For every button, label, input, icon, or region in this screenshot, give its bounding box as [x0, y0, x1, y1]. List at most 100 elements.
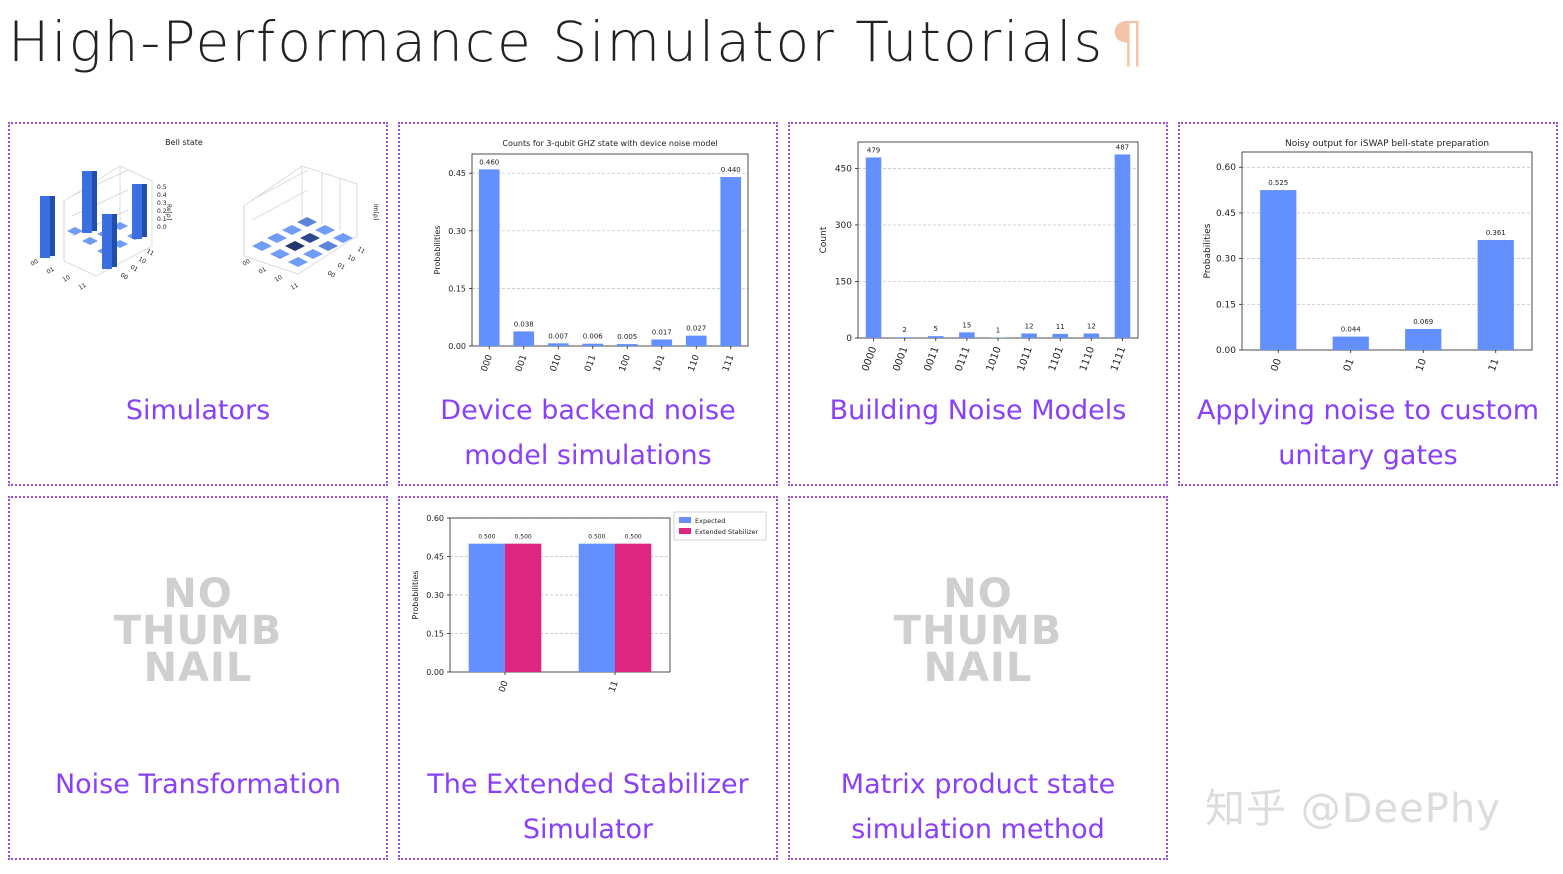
card-title[interactable]: Building Noise Models	[829, 395, 1127, 426]
x-tick-label: 11	[1487, 357, 1502, 373]
card-title[interactable]: Applying noise to custom unitary gates	[1196, 395, 1540, 471]
bar-value-label: 5	[934, 325, 938, 333]
bar-value-label: 479	[867, 146, 880, 154]
bar-value-label: 0.017	[652, 328, 672, 336]
x-tick-label: 010	[549, 353, 564, 373]
bar	[959, 332, 975, 338]
legend-box	[673, 511, 767, 541]
thumbnail-chart-3: 0.00 0.15 0.30 0.45 0.60 Probabilities 0.500 0.…	[402, 500, 774, 750]
svg-text:Re[ρ]: Re[ρ]	[165, 204, 172, 220]
bell-left-ticks: 0.5 0.4 0.3 0.2 0.1 0.0 Re[ρ]	[157, 184, 172, 231]
bar	[1114, 154, 1131, 338]
bell-left-bars	[40, 171, 147, 269]
card-device-backend-noise[interactable]: 0.00 0.15 0.30 0.45 Probabilities Counts for …	[398, 122, 778, 486]
y-tick-label: 0.45	[426, 553, 444, 562]
y-axis-label: Count	[819, 226, 829, 253]
svg-text:0.3: 0.3	[157, 200, 167, 207]
bar-value-label: 0.500	[588, 534, 605, 541]
card-noise-transformation[interactable]: NO THUMB NAIL Noise Transformation	[8, 496, 388, 860]
bell-right-floor	[252, 217, 353, 267]
y-tick-label: 0.30	[1216, 255, 1236, 265]
svg-text:0.0: 0.0	[157, 224, 167, 231]
x-tick-label: 1101	[1047, 345, 1066, 373]
card-applying-noise-custom-gates[interactable]: 0.00 0.15 0.30 0.45 0.60 Probabilities Noisy o…	[1178, 122, 1558, 486]
x-tick-label: 111	[721, 354, 736, 374]
x-tick-label: 0011	[923, 345, 942, 373]
x-tick-label: 011	[583, 354, 598, 374]
x-tick-label: 1110	[1078, 345, 1097, 373]
y-axis-label: Probabilities	[411, 571, 420, 620]
legend-label: Extended Stabilizer	[695, 528, 759, 536]
x-tick-label: 0111	[954, 345, 973, 373]
y-axis-label: Probabilities	[433, 226, 442, 275]
svg-text:00: 00	[242, 258, 252, 268]
card-matrix-product-state[interactable]: NO THUMB NAIL Matrix product state simul…	[788, 496, 1168, 860]
bar	[513, 331, 535, 346]
svg-text:0.4: 0.4	[157, 192, 167, 199]
page-title-text: High-Performance Simulator Tutorials	[8, 10, 1105, 74]
x-tick-label: 10	[1414, 357, 1429, 373]
bar-value-label: 0.027	[686, 325, 706, 333]
bar-value-label: 0.500	[478, 534, 495, 541]
y-tick-label: 150	[835, 277, 852, 287]
svg-text:11: 11	[145, 248, 155, 258]
y-tick-label: 0.00	[1216, 346, 1236, 356]
x-tick-label: 100	[618, 353, 633, 373]
card-title[interactable]: Noise Transformation	[54, 769, 342, 800]
legend-swatch	[679, 528, 691, 534]
x-tick-label: 1011	[1016, 345, 1035, 373]
y-tick-label: 0.15	[1216, 300, 1236, 310]
y-tick-label: 300	[835, 221, 852, 231]
bar	[1332, 336, 1369, 350]
bar-value-label: 1	[996, 327, 1000, 335]
x-tick-label: 00	[498, 679, 511, 693]
card-extended-stabilizer[interactable]: 0.00 0.15 0.30 0.45 0.60 Probabilities 0.500 0.…	[398, 496, 778, 860]
card-title[interactable]: Device backend noise model simulations	[440, 395, 736, 471]
card-title[interactable]: Matrix product state simulation method	[840, 769, 1116, 845]
card-simulators[interactable]: Bell state 0.5 0.4	[8, 122, 388, 486]
svg-text:10: 10	[62, 274, 72, 284]
chart-title: Noisy output for iSWAP bell-state prepar…	[1285, 139, 1489, 149]
bar	[582, 343, 604, 346]
y-tick-label: 0	[846, 334, 852, 344]
card-building-noise-models[interactable]: 0 150 300 450 Count 479 0000 2 0001 5 0011 15 0111 1 1…	[788, 122, 1168, 486]
bell-right-labels: Im[ρ] 00 01 10 11 00 01 10 11	[242, 204, 380, 292]
x-tick-label: 0001	[891, 345, 910, 373]
x-tick-label: 000	[480, 353, 495, 373]
chart-title: Counts for 3-qubit GHZ state with device…	[502, 139, 717, 148]
bar-value-label: 0.044	[1341, 326, 1362, 334]
legend-label: Expected	[695, 517, 725, 525]
svg-text:11: 11	[356, 246, 366, 256]
x-tick-label: 101	[652, 354, 667, 374]
bar	[616, 344, 638, 346]
bar-value-label: 0.069	[1413, 318, 1433, 326]
card-title[interactable]: The Extended Stabilizer Simulator	[427, 769, 749, 845]
watermark: 知乎 @DeePhy	[1205, 786, 1501, 832]
svg-text:00: 00	[326, 270, 336, 280]
bar-value-label: 12	[1025, 322, 1034, 330]
y-tick-label: 0.15	[448, 284, 466, 293]
bar-value-label: 0.500	[515, 534, 532, 541]
bar-value-label: 0.460	[479, 158, 499, 166]
bar-value-label: 2	[902, 326, 906, 334]
bell-right-plot	[243, 165, 358, 275]
thumbnail-chart-2: 0.00 0.15 0.30 0.45 0.60 Probabilities Noisy o…	[1182, 126, 1554, 376]
svg-text:0.5: 0.5	[157, 184, 167, 191]
thumbnail-chart-0: 0.00 0.15 0.30 0.45 Probabilities Counts for …	[402, 126, 774, 376]
plot-frame	[857, 141, 1139, 339]
bar	[720, 177, 742, 346]
x-tick-label: 01	[1342, 357, 1357, 373]
bar-value-label: 0.007	[548, 332, 568, 340]
bar	[865, 157, 882, 338]
svg-text:11: 11	[290, 282, 300, 292]
bar	[685, 335, 707, 346]
svg-text:0.2: 0.2	[157, 208, 167, 215]
thumbnail-bell-state: Bell state 0.5 0.4	[12, 126, 384, 376]
y-tick-label: 0.00	[426, 668, 444, 677]
bar	[547, 343, 569, 346]
page-title: High-Performance Simulator Tutorials ¶	[8, 6, 1147, 78]
permalink-icon[interactable]: ¶	[1110, 10, 1148, 74]
plot-frame	[1241, 151, 1533, 351]
card-title[interactable]: Simulators	[125, 395, 271, 426]
y-tick-label: 0.60	[426, 514, 444, 523]
